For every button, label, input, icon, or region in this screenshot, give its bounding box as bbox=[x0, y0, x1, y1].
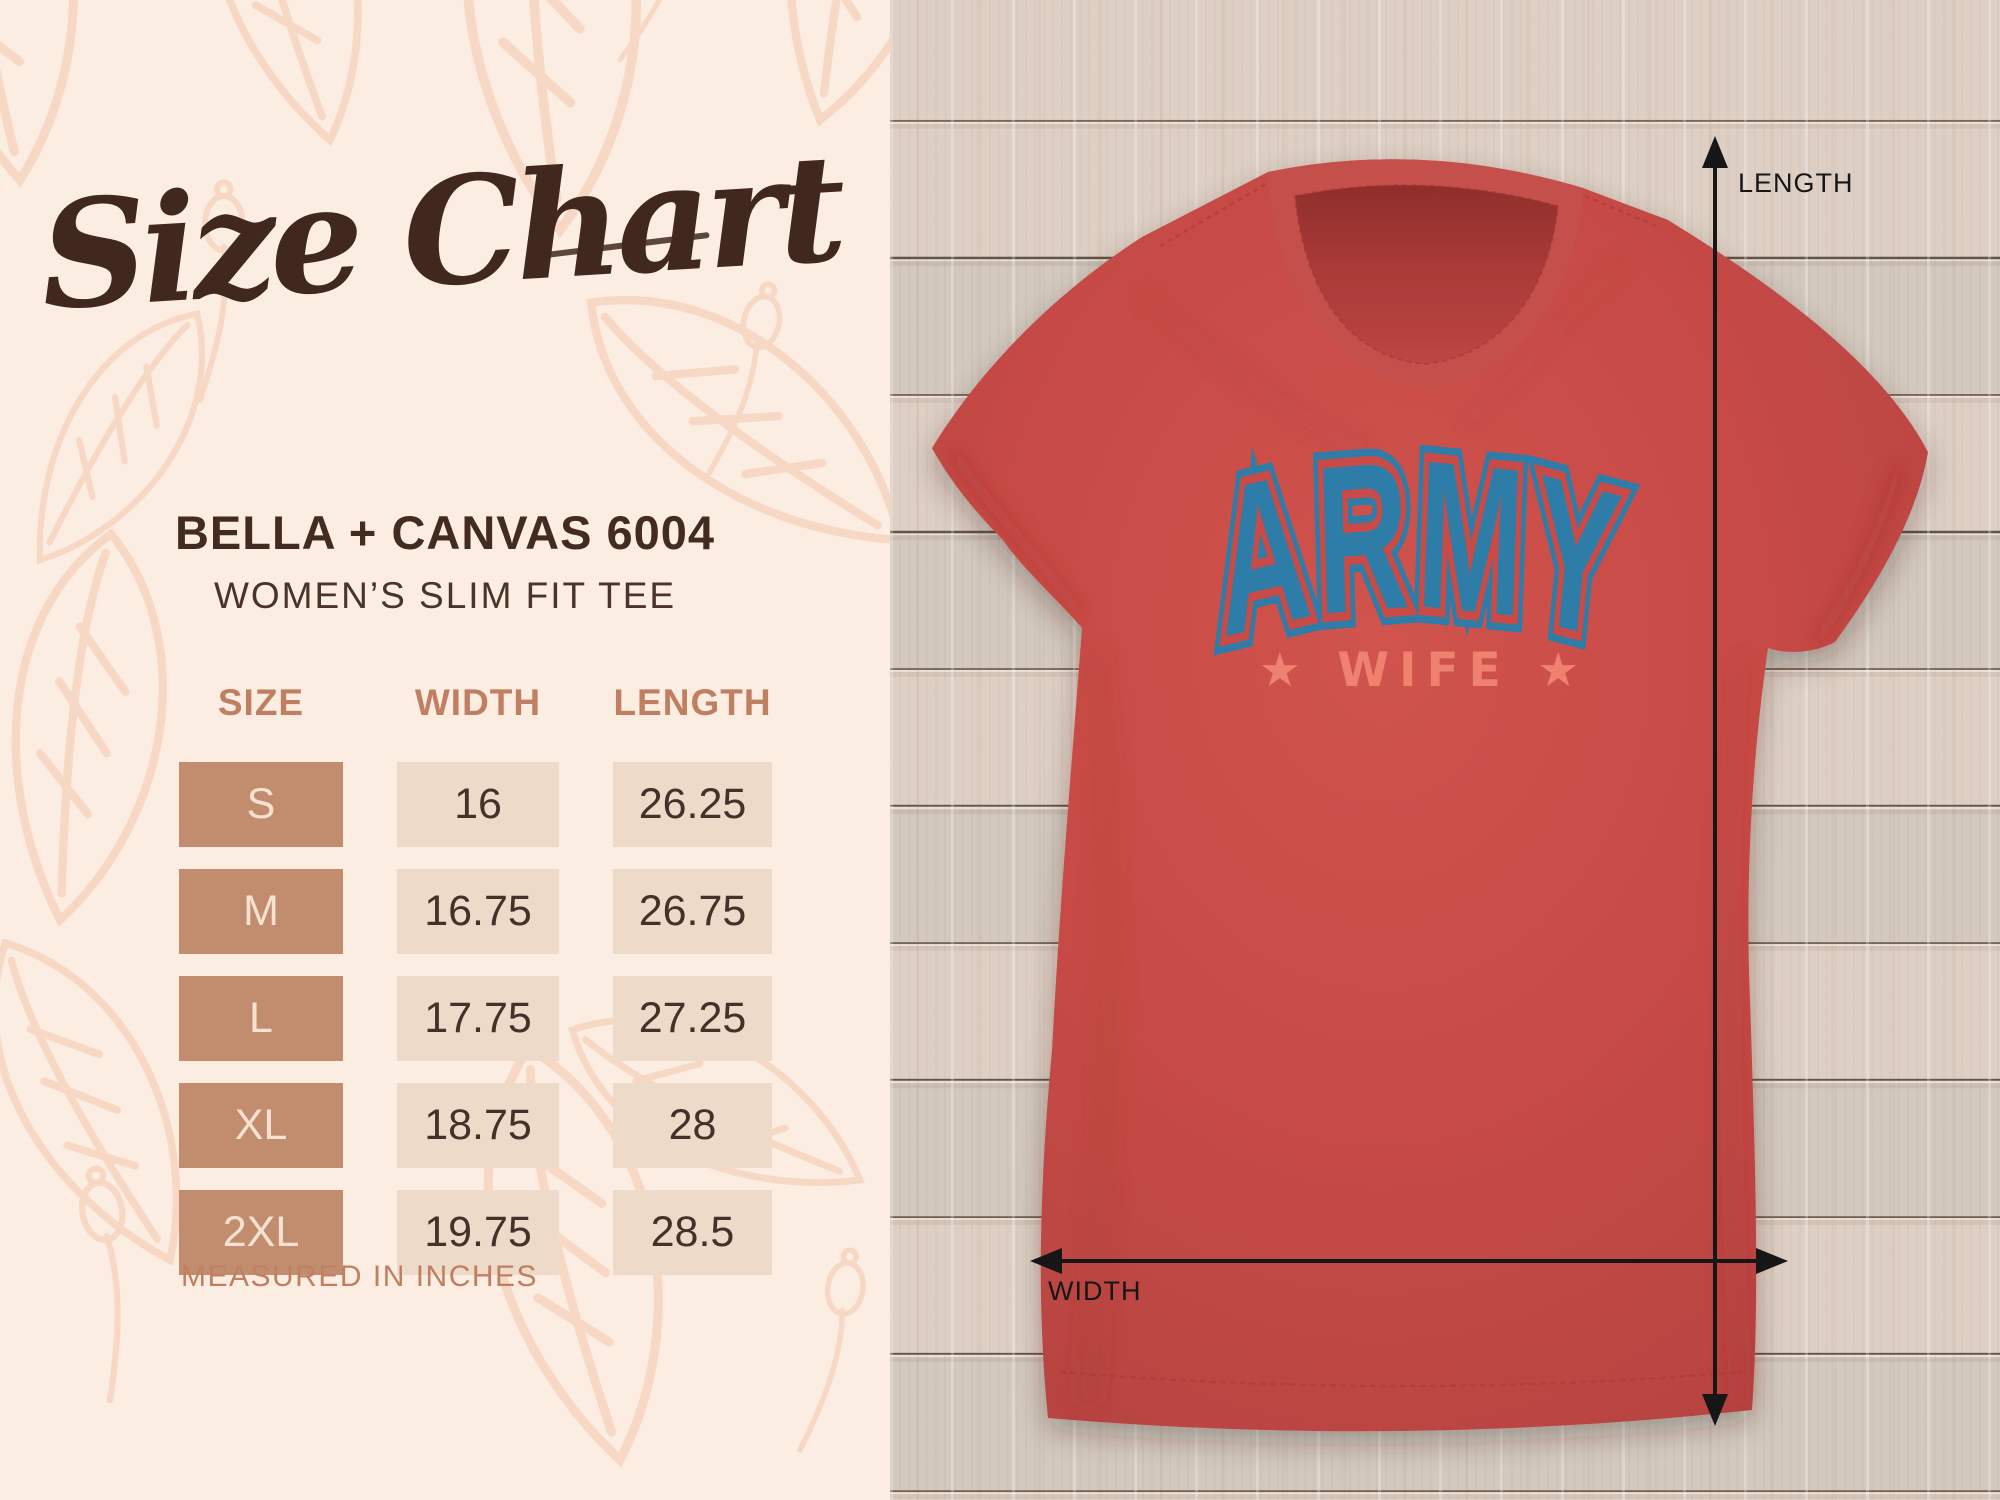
length-cell: 26.75 bbox=[613, 869, 772, 954]
width-cell: 18.75 bbox=[397, 1083, 559, 1168]
length-cell: 28 bbox=[613, 1083, 772, 1168]
info-panel: Size Chart BELLA + CANVAS 6004 WOMEN’S S… bbox=[0, 0, 890, 1500]
column-header-width: WIDTH bbox=[414, 682, 542, 723]
column-header-length: LENGTH bbox=[613, 682, 772, 723]
length-cell: 27.25 bbox=[613, 976, 772, 1061]
size-cell: S bbox=[179, 762, 343, 847]
width-cell: 16 bbox=[397, 762, 559, 847]
length-cell: 28.5 bbox=[613, 1190, 772, 1275]
product-name: BELLA + CANVAS 6004 bbox=[174, 506, 716, 559]
page-title: Size Chart bbox=[35, 120, 846, 344]
product-subtitle: WOMEN’S SLIM FIT TEE bbox=[213, 575, 677, 616]
width-cell: 19.75 bbox=[397, 1190, 559, 1275]
width-cell: 16.75 bbox=[397, 869, 559, 954]
size-cell: 2XL bbox=[179, 1190, 343, 1275]
length-cell: 26.25 bbox=[613, 762, 772, 847]
column-header-size: SIZE bbox=[217, 682, 305, 723]
size-cell: XL bbox=[179, 1083, 343, 1168]
wood-background-photo bbox=[890, 0, 2000, 1500]
width-cell: 17.75 bbox=[397, 976, 559, 1061]
measurement-units-note: MEASURED IN INCHES bbox=[181, 1260, 539, 1293]
size-cell: L bbox=[179, 976, 343, 1061]
size-cell: M bbox=[179, 869, 343, 954]
